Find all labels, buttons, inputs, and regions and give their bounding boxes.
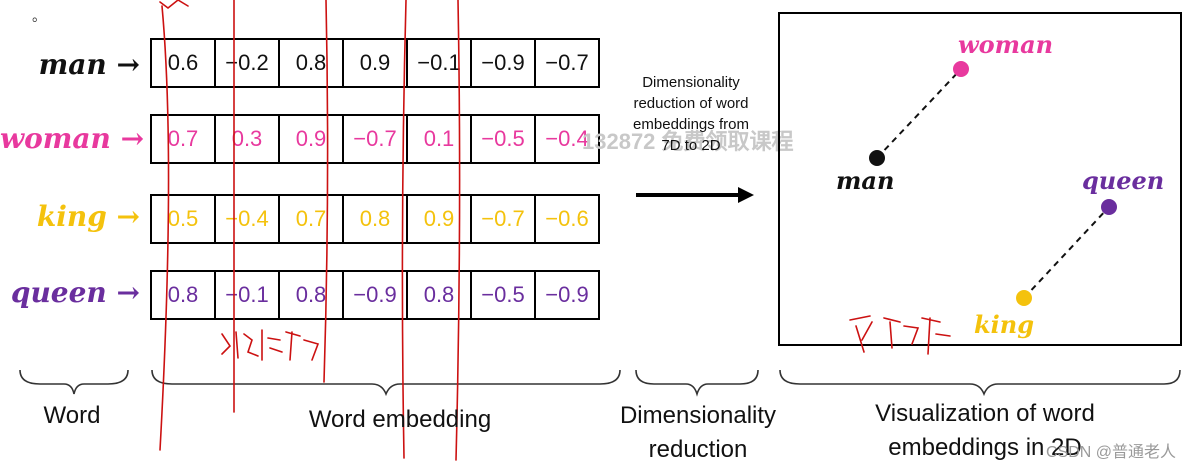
- point-label-queen: queen: [1082, 166, 1165, 195]
- caption-word: Word: [43, 402, 101, 429]
- embedding-cell: −0.6: [534, 194, 600, 244]
- man-woman-link: [876, 68, 962, 159]
- point-label-king: king: [974, 310, 1034, 339]
- footer-watermark: CSDN @普通老人: [1045, 444, 1176, 461]
- reduction-note: Dimensionality reduction of word embeddi…: [633, 74, 749, 154]
- king-queen-link: [1023, 206, 1110, 299]
- embedding-plot-area: [778, 12, 1182, 346]
- brace-visualization: [779, 369, 1181, 397]
- caption-visualization-line2: embeddings in 2D: [888, 434, 1082, 461]
- embedding-cell: −0.2: [214, 38, 280, 88]
- embedding-cell: 0.3: [214, 114, 280, 164]
- caption-word-embedding: Word embedding: [308, 406, 492, 433]
- caption-reduction-line2: reduction: [648, 436, 748, 463]
- point-woman: [953, 61, 969, 77]
- embedding-cell: 0.6: [150, 38, 216, 88]
- embedding-row-queen: 0.8 −0.1 0.8 −0.9 0.8 −0.5 −0.9: [150, 270, 600, 322]
- brace-word: [19, 369, 129, 395]
- label-man: man →: [38, 48, 140, 81]
- red-ink-annotations: [159, 0, 951, 461]
- label-woman: woman →: [0, 122, 145, 155]
- embedding-row-king: 0.5 −0.4 0.7 0.8 0.9 −0.7 −0.6: [150, 194, 600, 246]
- watermark: 132872 免费领取课程: [582, 129, 794, 154]
- brace-embedding: [151, 369, 621, 397]
- top-dot-mark: 。: [32, 8, 46, 24]
- caption-visualization-line1: Visualization of word: [875, 400, 1095, 427]
- embedding-row-woman: 0.7 0.3 0.9 −0.7 0.1 −0.5 −0.4: [150, 114, 600, 166]
- label-king: king →: [36, 200, 140, 233]
- embedding-cell: 0.8: [150, 270, 216, 320]
- point-king: [1016, 290, 1032, 306]
- point-label-man: man: [836, 166, 895, 195]
- reduction-arrow-icon: [636, 187, 754, 203]
- point-label-woman: woman: [958, 30, 1054, 59]
- embedding-cell: −0.4: [534, 114, 600, 164]
- embedding-cell: 0.9: [278, 114, 344, 164]
- caption-reduction-line1: Dimensionality: [619, 402, 777, 429]
- embedding-cell: −0.7: [534, 38, 600, 88]
- label-queen: queen →: [10, 276, 140, 309]
- embedding-cell: 0.8: [342, 194, 408, 244]
- point-man: [869, 150, 885, 166]
- embedding-cell: −0.9: [470, 38, 536, 88]
- brace-reduction: [635, 369, 759, 397]
- point-queen: [1101, 199, 1117, 215]
- embedding-row-man: 0.6 −0.2 0.8 0.9 −0.1 −0.9 −0.7: [150, 38, 600, 90]
- embedding-cell: −0.9: [534, 270, 600, 320]
